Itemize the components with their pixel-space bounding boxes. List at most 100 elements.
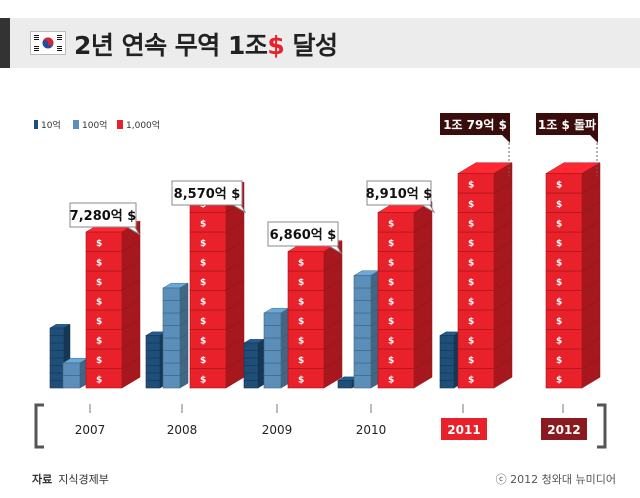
legend-label: 1,000억 <box>126 119 160 131</box>
svg-text:$: $ <box>556 278 562 288</box>
svg-text:$: $ <box>200 219 206 229</box>
svg-text:$: $ <box>388 356 394 366</box>
svg-text:$: $ <box>468 219 474 229</box>
svg-text:$: $ <box>556 356 562 366</box>
svg-text:7,280억 $: 7,280억 $ <box>70 209 137 224</box>
x-tick-label: 2007 <box>75 423 106 437</box>
value-label: 7,280억 $ <box>69 202 141 236</box>
svg-text:$: $ <box>556 200 562 210</box>
svg-text:$: $ <box>388 219 394 229</box>
svg-text:1조 $ 돌파: 1조 $ 돌파 <box>538 117 596 132</box>
svg-text:$: $ <box>96 336 102 346</box>
x-tick-label: 2010 <box>356 423 387 437</box>
source-value: 지식경제부 <box>58 473 109 486</box>
bar-thousands-2008: $$$$$$$$$$ <box>189 181 245 389</box>
svg-text:$: $ <box>556 297 562 307</box>
page-title: 2년 연속 무역 1조$ 달성 <box>74 26 338 62</box>
svg-text:$: $ <box>556 239 562 249</box>
bar-thousands-2009: $ $ $ $ $ $ $ <box>287 240 343 389</box>
svg-text:$: $ <box>468 317 474 327</box>
legend-item: 10억 <box>34 119 61 131</box>
svg-text:$: $ <box>96 278 102 288</box>
svg-text:$: $ <box>388 239 394 249</box>
svg-text:$: $ <box>200 336 206 346</box>
legend-label: 10억 <box>41 119 61 131</box>
svg-text:$: $ <box>200 375 206 385</box>
right-bracket <box>597 403 607 449</box>
svg-text:$: $ <box>200 278 206 288</box>
x-tick-2009: 2009 <box>262 404 293 437</box>
svg-text:$: $ <box>200 356 206 366</box>
source-note: 자료 지식경제부 <box>32 471 109 487</box>
svg-text:$: $ <box>556 219 562 229</box>
legend-label: 100억 <box>82 119 107 131</box>
svg-text:$: $ <box>200 297 206 307</box>
svg-text:$: $ <box>388 297 394 307</box>
svg-text:$: $ <box>96 375 102 385</box>
svg-text:$: $ <box>200 258 206 268</box>
bar-tens-2009 <box>243 338 265 389</box>
svg-text:$: $ <box>298 278 304 288</box>
svg-text:$: $ <box>298 297 304 307</box>
svg-text:$: $ <box>468 278 474 288</box>
title-tail: 달성 <box>292 31 339 60</box>
x-tick-label: 2011 <box>447 423 480 437</box>
title-main: 2년 연속 무역 1조 <box>74 31 268 60</box>
bar-hundreds-2008 <box>162 282 189 389</box>
svg-text:$: $ <box>556 317 562 327</box>
bar-tens-2011 <box>439 331 461 389</box>
svg-text:8,910억 $: 8,910억 $ <box>366 187 433 202</box>
svg-text:$: $ <box>298 356 304 366</box>
value-label: 8,570억 $ <box>171 180 247 214</box>
bar-thousands-2010: $ $ $ $ $ $ $ $ $ <box>377 201 433 389</box>
svg-text:$: $ <box>556 258 562 268</box>
svg-text:$: $ <box>468 297 474 307</box>
value-label: 8,910억 $ <box>366 180 436 214</box>
bar-hundreds-2009 <box>263 307 290 389</box>
svg-text:$: $ <box>298 258 304 268</box>
svg-text:$: $ <box>96 258 102 268</box>
svg-text:$: $ <box>468 375 474 385</box>
bar-tens-2008 <box>145 331 167 389</box>
legend-item: 1,000억 <box>117 119 160 131</box>
svg-text:$: $ <box>200 239 206 249</box>
title-bar: 2년 연속 무역 1조$ 달성 <box>0 18 640 68</box>
title-accent <box>0 18 10 68</box>
svg-text:$: $ <box>468 258 474 268</box>
svg-text:$: $ <box>468 200 474 210</box>
svg-text:$: $ <box>298 375 304 385</box>
x-tick-label: 2009 <box>262 423 293 437</box>
svg-text:$: $ <box>468 180 474 190</box>
title-dollar: $ <box>267 31 285 60</box>
svg-text:$: $ <box>96 297 102 307</box>
svg-text:$: $ <box>468 336 474 346</box>
svg-text:8,570억 $: 8,570억 $ <box>174 187 241 202</box>
svg-text:$: $ <box>556 336 562 346</box>
svg-text:$: $ <box>468 356 474 366</box>
value-label: 1조 $ 돌파 <box>536 113 598 176</box>
x-tick-2008: 2008 <box>167 404 197 437</box>
svg-text:$: $ <box>388 375 394 385</box>
value-label: 6,860억 $ <box>267 221 343 255</box>
svg-text:$: $ <box>388 258 394 268</box>
svg-text:$: $ <box>96 239 102 249</box>
svg-text:$: $ <box>298 336 304 346</box>
x-tick-2007: 2007 <box>75 404 106 437</box>
x-tick-2010: 2010 <box>356 404 387 437</box>
svg-text:$: $ <box>388 336 394 346</box>
bar-thousands-2012: $ $ $ $ $ $ $ $ $ $ $ <box>545 162 601 389</box>
source-label: 자료 <box>32 473 53 486</box>
svg-text:$: $ <box>388 317 394 327</box>
svg-text:$: $ <box>468 239 474 249</box>
bar-thousands-2007: $ $ $ $ $ $ $ $ <box>85 220 141 389</box>
svg-text:$: $ <box>298 317 304 327</box>
legend-item: 100억 <box>73 119 107 131</box>
svg-text:6,860억 $: 6,860억 $ <box>270 228 337 243</box>
korea-flag-icon <box>30 31 66 55</box>
svg-text:$: $ <box>200 317 206 327</box>
svg-text:1조 79억 $: 1조 79억 $ <box>443 118 507 132</box>
x-tick-2012: 2012 <box>541 404 587 440</box>
x-tick-label: 2012 <box>547 423 580 437</box>
svg-text:$: $ <box>556 180 562 190</box>
